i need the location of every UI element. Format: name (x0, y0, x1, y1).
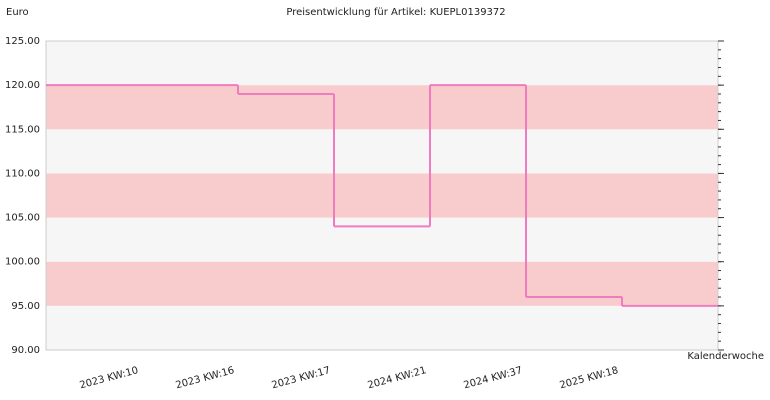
y-tick-label: 120.00 (5, 80, 40, 91)
plot-border (45, 40, 719, 351)
band (46, 305, 718, 350)
x-tick-label: 2024 KW:37 (463, 365, 524, 391)
x-tick-label: 2023 KW:17 (271, 365, 332, 391)
y-tick-label: 125.00 (5, 36, 40, 47)
y-tick-label: 100.00 (5, 257, 40, 268)
x-tick-label: 2023 KW:10 (79, 365, 140, 391)
chart-title: Preisentwicklung für Artikel: KUEPL01393… (286, 7, 505, 18)
x-axis-label: Kalenderwoche (687, 351, 764, 362)
band (46, 129, 718, 174)
band (46, 261, 718, 306)
y-tick-label: 110.00 (5, 168, 40, 179)
y-tick-label: 90.00 (11, 345, 40, 356)
x-tick-label: 2024 KW:21 (367, 365, 428, 391)
band (46, 173, 718, 218)
band (46, 217, 718, 262)
y-axis-label: Euro (6, 7, 29, 18)
x-tick-label: 2023 KW:16 (175, 365, 236, 391)
band (46, 41, 718, 86)
x-tick-label: 2025 KW:18 (559, 365, 620, 391)
y-tick-label: 115.00 (5, 124, 40, 135)
y-tick-label: 95.00 (11, 301, 40, 312)
y-tick-label: 105.00 (5, 213, 40, 224)
band (46, 85, 718, 130)
